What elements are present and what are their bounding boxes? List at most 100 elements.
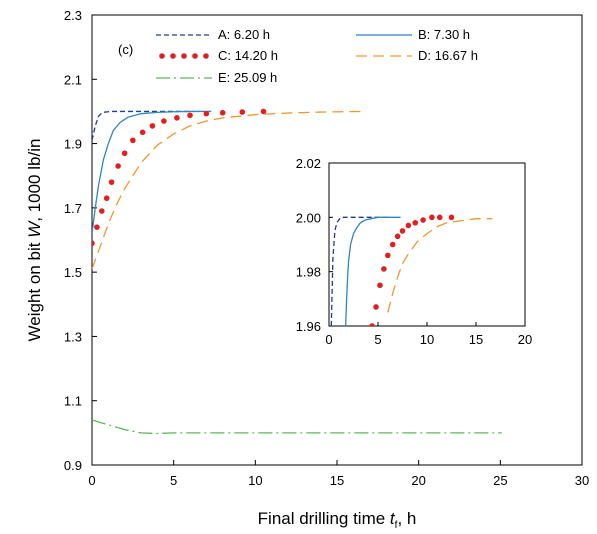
data-point: [436, 214, 443, 221]
y-axis-title-main: Weight on bit: [25, 238, 44, 342]
data-point: [174, 115, 180, 121]
series-B: [345, 216, 401, 326]
x-axis-title-main: Final drilling time: [258, 509, 390, 528]
series-line: [92, 110, 194, 141]
data-point: [219, 109, 226, 116]
data-point: [161, 118, 167, 124]
x-tick-label: 0: [88, 473, 95, 488]
inset-x-tick-label: 20: [518, 332, 532, 347]
series-A: [330, 216, 390, 326]
inset-y-tick-label: 2.00: [296, 210, 321, 225]
data-point: [389, 241, 396, 248]
x-tick-label: 20: [411, 473, 425, 488]
y-tick-label: 1.7: [64, 201, 82, 216]
panel-label: (c): [118, 42, 133, 57]
series-B: [92, 110, 212, 234]
series-line: [92, 110, 365, 270]
data-point: [239, 109, 246, 115]
inset-series: [330, 214, 493, 326]
data-point: [99, 208, 105, 214]
legend-item-A: A: 6.20 h: [156, 27, 270, 42]
inset-y-tick-label: 1.98: [296, 265, 321, 280]
data-point: [385, 252, 391, 259]
y-tick-label: 1.5: [64, 265, 82, 280]
data-point: [115, 163, 121, 169]
legend-label: E: 25.09 h: [218, 70, 277, 85]
data-point: [139, 129, 146, 136]
y-tick-label: 0.9: [64, 458, 82, 473]
legend-swatch: [203, 53, 209, 59]
x-axis-title-unit: , h: [397, 509, 416, 528]
main-axis-ticks: 0 5 10 15 20 25 30 0.9 1.1 1.3 1.5 1.7 1.9 2.1 2.3: [64, 8, 589, 488]
data-point: [369, 323, 375, 326]
data-point: [412, 219, 419, 226]
series-D: [387, 218, 493, 313]
y-tick-label: 1.1: [64, 394, 82, 409]
data-point: [203, 110, 210, 117]
inset-x-tick-label: 0: [325, 332, 332, 347]
data-point: [121, 150, 128, 157]
legend-item-D: D: 16.67 h: [356, 48, 478, 63]
x-tick-label: 25: [493, 473, 507, 488]
y-tick-label: 2.3: [64, 8, 82, 23]
legend-label: A: 6.20 h: [218, 27, 270, 42]
series-A: [92, 110, 194, 141]
x-tick-label: 15: [330, 473, 344, 488]
data-point: [399, 228, 406, 234]
main-series: [92, 108, 502, 435]
data-point: [108, 179, 115, 185]
legend-swatch: [181, 53, 187, 59]
series-D: [92, 110, 365, 270]
data-point: [394, 233, 401, 240]
inset-x-tick-label: 15: [469, 332, 483, 347]
series-E: [92, 419, 502, 435]
y-tick-label: 1.9: [64, 137, 82, 152]
data-point: [149, 123, 156, 129]
data-point: [260, 108, 267, 115]
series-C: [369, 214, 455, 326]
data-point: [420, 217, 426, 223]
series-line: [92, 419, 502, 435]
legend-swatch: [192, 53, 198, 59]
legend: A: 6.20 h B: 7.30 h C: 14.20 h D: 16.67 h E:…: [156, 27, 478, 85]
data-point: [405, 222, 412, 229]
x-tick-label: 10: [248, 473, 262, 488]
legend-swatch: [170, 53, 176, 59]
data-point: [103, 195, 110, 202]
data-point: [373, 304, 379, 310]
legend-item-C: C: 14.20 h: [159, 48, 278, 63]
data-point: [377, 282, 383, 289]
y-axis-title: Weight on bit W, 1000 lb/in: [25, 139, 44, 342]
x-tick-label: 30: [575, 473, 589, 488]
legend-swatch: [159, 53, 165, 59]
data-point: [94, 224, 100, 230]
series-line: [92, 110, 212, 234]
data-point: [381, 266, 387, 272]
y-tick-label: 1.3: [64, 329, 82, 344]
inset-x-tick-label: 10: [420, 332, 434, 347]
inset-y-tick-label: 2.02: [296, 156, 321, 171]
y-axis-title-var: W: [25, 220, 44, 238]
data-point: [187, 112, 193, 119]
x-axis-title-sub: f: [395, 520, 398, 531]
series-line: [387, 218, 493, 313]
data-point: [130, 137, 136, 144]
legend-item-B: B: 7.30 h: [356, 27, 470, 42]
inset-y-tick-label: 1.96: [296, 319, 321, 334]
inset-x-tick-label: 5: [374, 332, 381, 347]
x-axis-title-var: t: [390, 509, 396, 528]
series-C: [92, 108, 267, 247]
inset-plot-area: [328, 162, 526, 327]
data-point: [429, 214, 435, 221]
legend-label: C: 14.20 h: [218, 48, 278, 63]
inset-axis-ticks: 0 5 10 15 20 1.96 1.98 2.00 2.02: [296, 156, 533, 347]
data-point: [92, 240, 95, 247]
y-tick-label: 2.1: [64, 72, 82, 87]
series-line: [330, 216, 390, 326]
x-axis-title: Final drilling time tf, h: [258, 509, 417, 531]
y-axis-title-unit: , 1000 lb/in: [25, 139, 44, 222]
legend-label: B: 7.30 h: [418, 27, 470, 42]
x-tick-label: 5: [170, 473, 177, 488]
data-point: [448, 214, 455, 221]
